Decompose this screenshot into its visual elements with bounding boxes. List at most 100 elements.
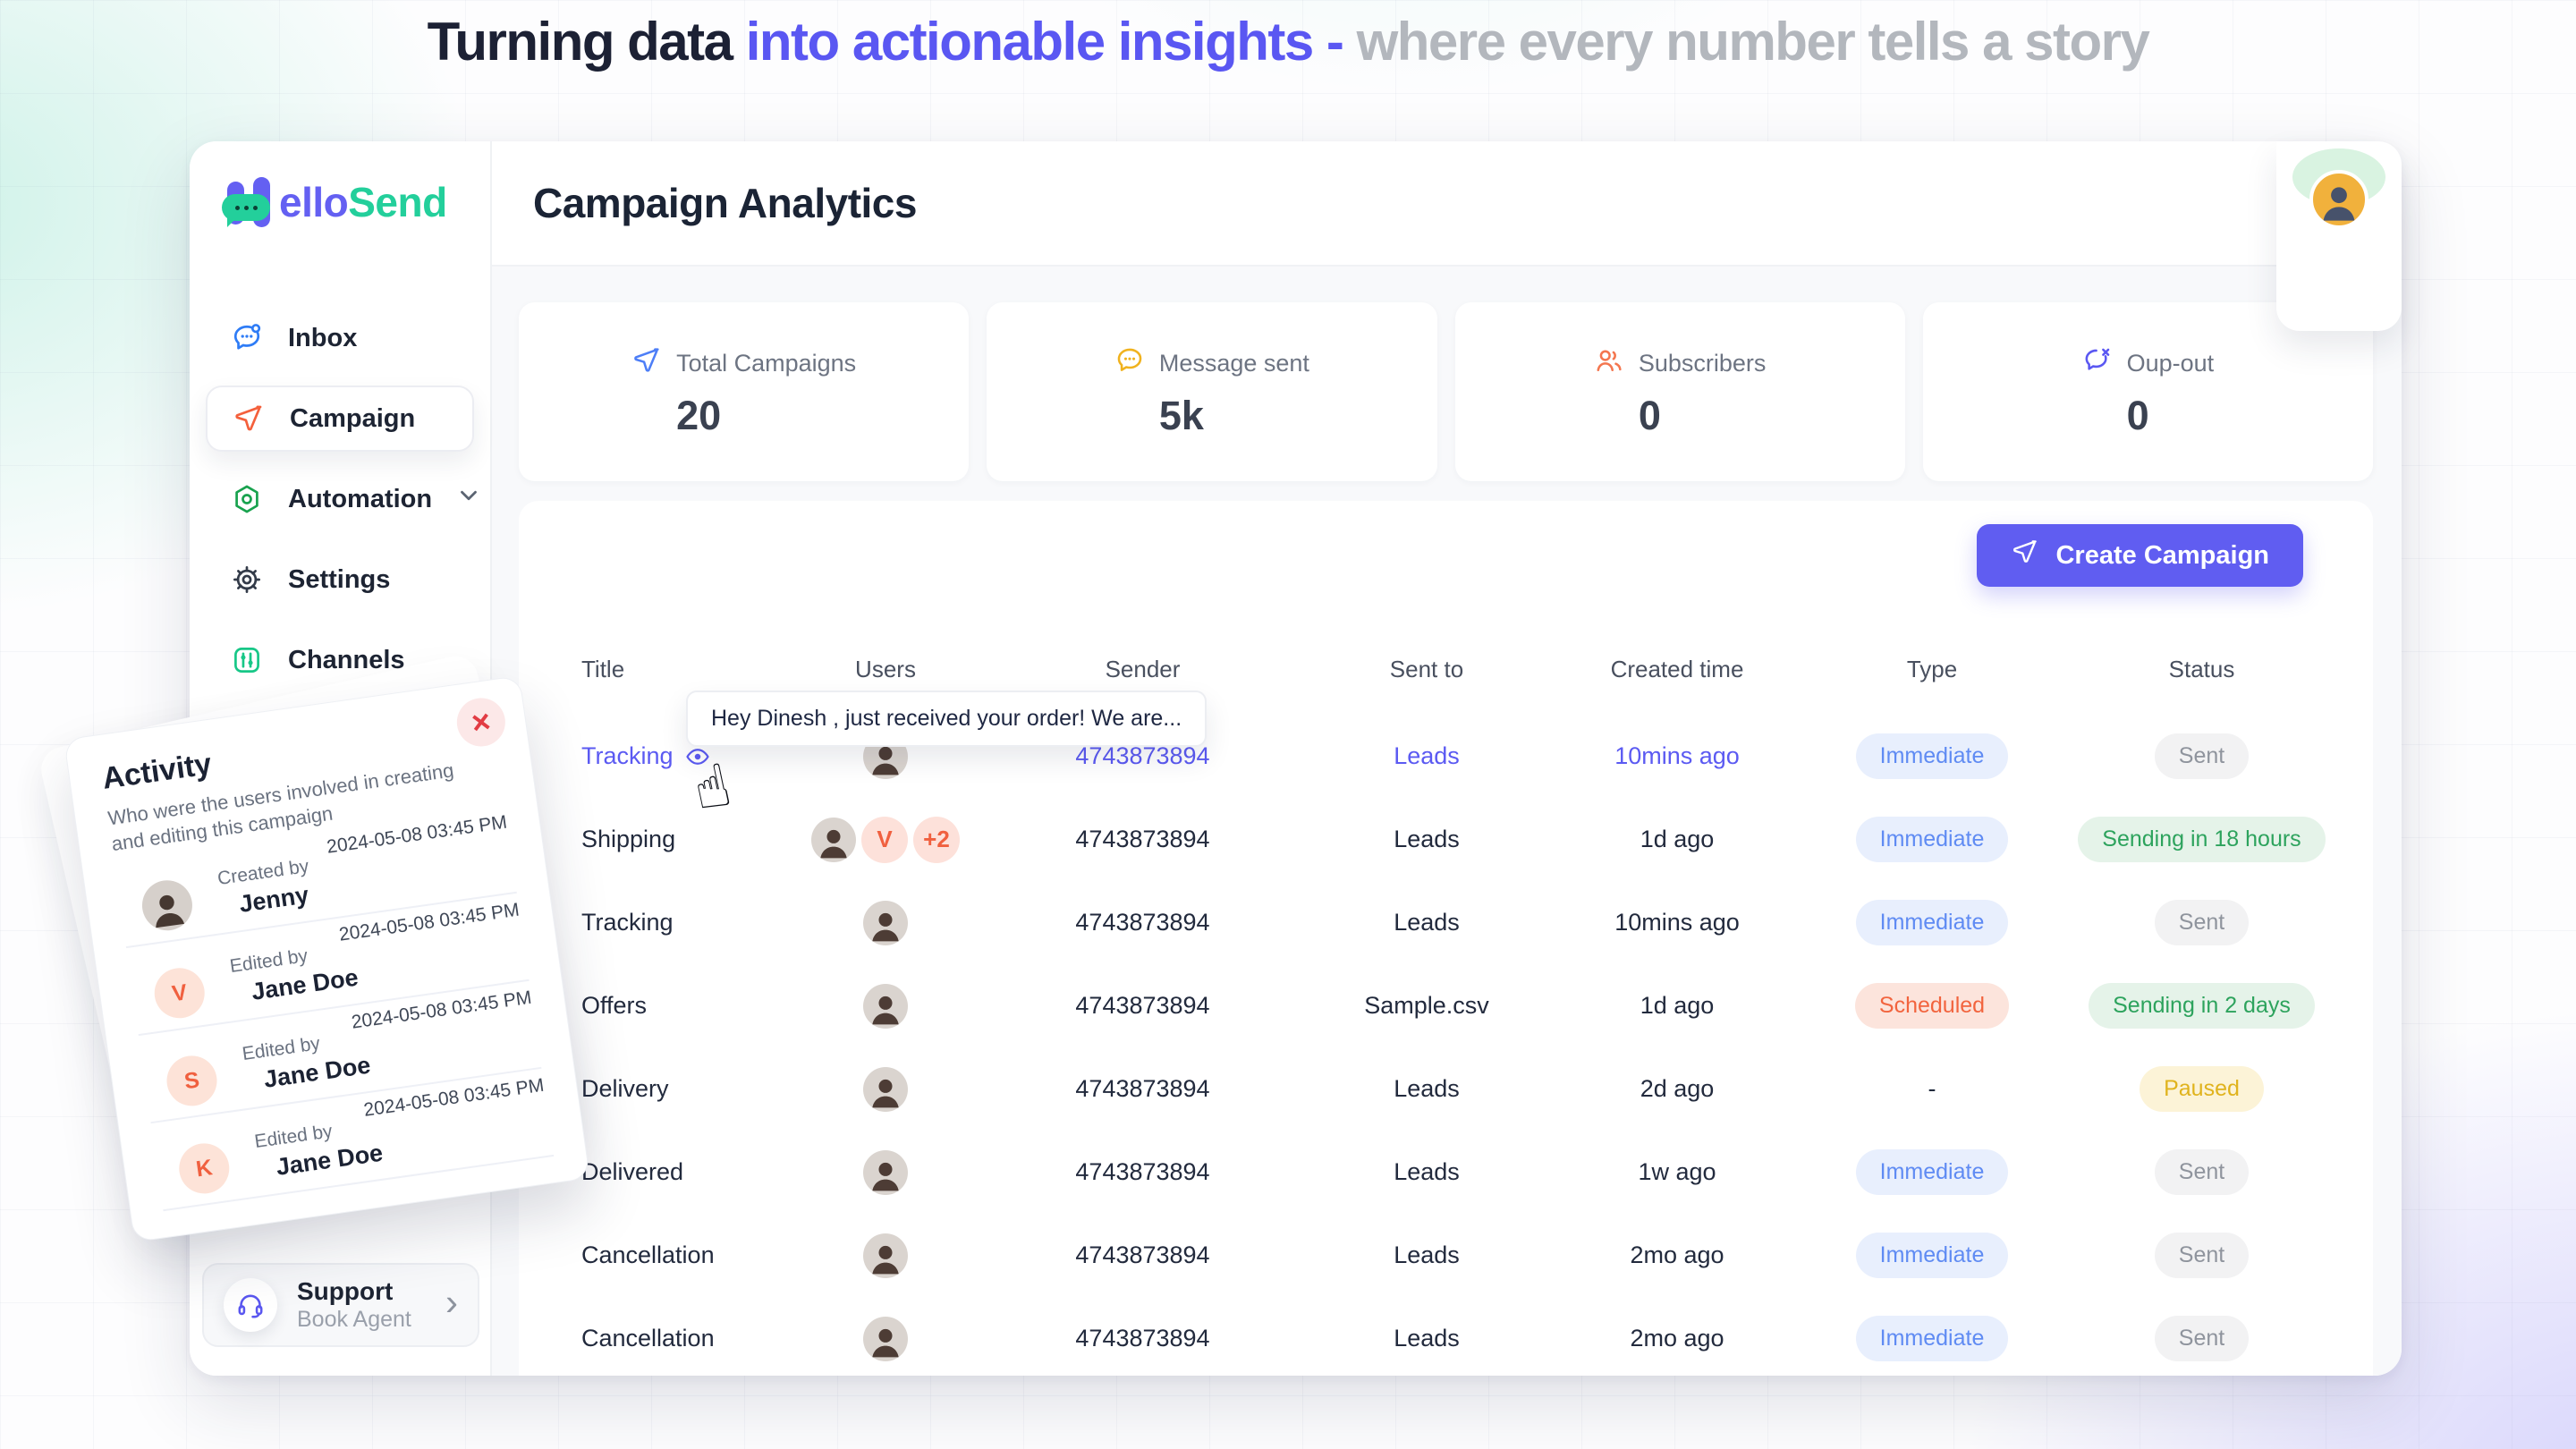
- chevron-down-icon[interactable]: [455, 482, 482, 516]
- support-title: Support: [297, 1277, 394, 1306]
- activity-entries: 2024-05-08 03:45 PM Created by Jenny 202…: [114, 805, 555, 1212]
- column-header-title: Title: [581, 655, 625, 682]
- campaign-title[interactable]: Cancellation: [581, 1325, 715, 1352]
- type-badge: Immediate: [1855, 1233, 2009, 1278]
- campaign-title[interactable]: Tracking: [581, 909, 674, 936]
- page-headline: Turning data into actionable insights - …: [0, 11, 2576, 72]
- column-header-status: Status: [2168, 655, 2235, 682]
- table-row[interactable]: Delivered 4743873894 Leads 1w ago Immedi…: [519, 1131, 2373, 1214]
- user-avatar: [811, 817, 856, 862]
- brand-name: elloSend: [279, 179, 447, 225]
- sent-to-value[interactable]: Leads: [1394, 1325, 1460, 1352]
- chevron-right-icon: ›: [445, 1281, 458, 1323]
- stat-value: 0: [1638, 392, 1661, 438]
- sender-number: 4743873894: [1075, 826, 1210, 852]
- sidebar-item-label: Automation: [288, 484, 433, 513]
- type-dash: -: [1928, 1075, 1936, 1102]
- create-campaign-button[interactable]: Create Campaign: [1977, 524, 2303, 587]
- created-time: 2mo ago: [1630, 1241, 1724, 1268]
- stat-label: Subscribers: [1638, 349, 1767, 377]
- stat-value: 5k: [1158, 392, 1204, 438]
- campaign-title[interactable]: Offers: [581, 992, 648, 1019]
- sent-to-value[interactable]: Leads: [1394, 826, 1460, 852]
- status-badge: Sent: [2154, 900, 2250, 945]
- sent-to-value[interactable]: Leads: [1394, 1075, 1460, 1102]
- table-row[interactable]: Offers 4743873894 Sample.csv 1d ago Sche…: [519, 964, 2373, 1047]
- campaign-title-link[interactable]: Tracking: [581, 742, 674, 769]
- table-row[interactable]: Tracking 4743873894 Leads 10mins ago Imm…: [519, 881, 2373, 964]
- type-badge: Immediate: [1855, 1149, 2009, 1195]
- column-header-type: Type: [1906, 655, 1958, 682]
- table-row[interactable]: Delivery 4743873894 Leads 2d ago - Pause…: [519, 1047, 2373, 1131]
- headline-accent: into actionable insights -: [745, 12, 1344, 72]
- page-header: Campaign Analytics: [492, 141, 2402, 267]
- status-badge: Sent: [2154, 1233, 2250, 1278]
- profile-widget[interactable]: [2276, 141, 2402, 331]
- stat-card-opt-out: Oup-out 0: [1922, 302, 2373, 481]
- automation-hexagon-icon: [229, 481, 265, 517]
- sender-number: 4743873894: [1075, 909, 1210, 936]
- sidebar-item-settings[interactable]: Settings: [206, 551, 474, 608]
- column-header-sender: Sender: [1105, 655, 1181, 682]
- type-badge: Immediate: [1855, 733, 2009, 779]
- stat-card-message-sent: Message sent 5k: [987, 302, 1437, 481]
- table-row[interactable]: Cancellation 4743873894 Leads 2mo ago Im…: [519, 1214, 2373, 1297]
- column-header-users: Users: [855, 655, 916, 682]
- user-avatar: [863, 1316, 908, 1361]
- chat-bubble-icon: [1114, 345, 1145, 382]
- sent-to-value[interactable]: Leads: [1394, 742, 1460, 769]
- table-row[interactable]: Cancellation 4743873894 Leads 2mo ago Im…: [519, 1297, 2373, 1376]
- type-badge: Immediate: [1855, 1316, 2009, 1361]
- initial-avatar: V: [151, 964, 208, 1021]
- avatar: [139, 877, 196, 934]
- sent-to-value[interactable]: Leads: [1394, 1241, 1460, 1268]
- initial-avatar: S: [163, 1052, 221, 1110]
- headline-dark: Turning data: [427, 12, 733, 72]
- activity-popup: × Activity Who were the users involved i…: [63, 674, 591, 1243]
- column-header-created-time: Created time: [1610, 655, 1744, 682]
- users-icon: [1594, 345, 1624, 382]
- table-body: Tracking 4743873894 Leads 10mins ago Imm…: [519, 715, 2373, 1376]
- sidebar-item-inbox[interactable]: Inbox: [206, 309, 474, 367]
- sent-to-value[interactable]: Sample.csv: [1364, 992, 1489, 1019]
- sidebar-item-automation[interactable]: Automation: [206, 470, 474, 528]
- sidebar-item-campaign[interactable]: Campaign: [206, 386, 474, 452]
- type-badge: Immediate: [1855, 817, 2009, 862]
- sidebar-item-channels[interactable]: Channels: [206, 631, 474, 689]
- sidebar-item-label: Settings: [288, 564, 391, 594]
- sender-number: 4743873894: [1075, 1325, 1210, 1352]
- user-avatar: [863, 900, 908, 945]
- created-time: 10mins ago: [1614, 909, 1740, 936]
- status-badge: Sent: [2154, 1149, 2250, 1195]
- table-row[interactable]: Tracking 4743873894 Leads 10mins ago Imm…: [519, 715, 2373, 798]
- avatar[interactable]: [2309, 170, 2368, 229]
- user-avatar: [863, 1233, 908, 1278]
- created-time: 1d ago: [1640, 826, 1715, 852]
- created-time: 2d ago: [1640, 1075, 1715, 1102]
- support-book-agent-card[interactable]: Support Book Agent ›: [202, 1263, 479, 1347]
- type-badge: Immediate: [1855, 900, 2009, 945]
- campaign-title[interactable]: Cancellation: [581, 1241, 715, 1268]
- stat-value: 20: [676, 392, 722, 438]
- status-badge: Paused: [2140, 1066, 2264, 1112]
- sidebar-item-label: Channels: [288, 645, 405, 674]
- table-row[interactable]: Shipping V +2 4743873894 Leads 1d ago Im…: [519, 798, 2373, 881]
- content-area: Total Campaigns 20 Message sent 5k Subsc…: [492, 267, 2402, 1376]
- initial-avatar: K: [175, 1140, 233, 1198]
- campaign-title[interactable]: Delivery: [581, 1075, 669, 1102]
- more-users-badge[interactable]: +2: [913, 816, 960, 863]
- campaign-title[interactable]: Shipping: [581, 826, 676, 852]
- user-avatar: [863, 1066, 908, 1112]
- sidebar-item-label: Campaign: [290, 403, 416, 433]
- app-window: elloSend Inbox Campaign Automation Setti…: [190, 141, 2402, 1376]
- brand-logo: elloSend: [222, 174, 490, 231]
- sent-to-value[interactable]: Leads: [1394, 1158, 1460, 1185]
- campaign-title[interactable]: Delivered: [581, 1158, 684, 1185]
- user-avatar: [863, 1149, 908, 1195]
- created-time: 1d ago: [1640, 992, 1715, 1019]
- sender-number: 4743873894: [1075, 992, 1210, 1019]
- send-plane-icon: [631, 345, 662, 382]
- inbox-chat-icon: [229, 320, 265, 356]
- stat-value: 0: [2126, 392, 2149, 438]
- sent-to-value[interactable]: Leads: [1394, 909, 1460, 936]
